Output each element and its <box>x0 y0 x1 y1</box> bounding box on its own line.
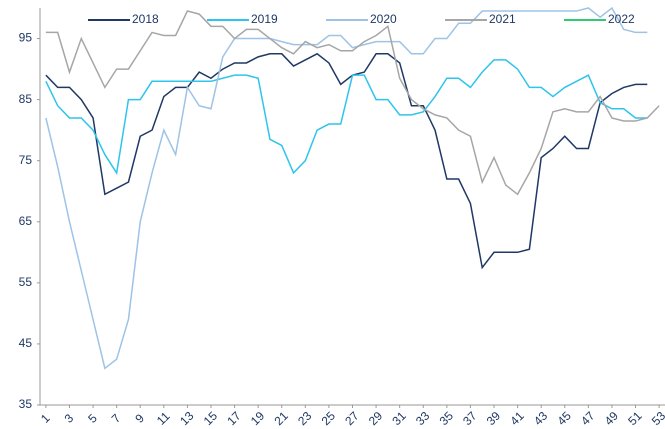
y-tick-label: 65 <box>19 214 33 228</box>
x-tick-label: 21 <box>271 409 291 429</box>
x-tick-label: 51 <box>625 409 645 429</box>
x-tick-label: 27 <box>342 409 362 429</box>
x-tick-label: 5 <box>85 411 100 426</box>
series-line <box>45 10 660 196</box>
x-tick-label: 25 <box>319 409 339 429</box>
x-tick-label: 23 <box>295 409 315 429</box>
x-tick-label: 41 <box>507 409 527 429</box>
x-tick-label: 11 <box>154 409 173 428</box>
legend-label: 2022 <box>608 12 635 26</box>
x-tick-label: 39 <box>484 409 504 429</box>
y-tick-label: 45 <box>19 336 33 350</box>
legend-label: 2020 <box>370 12 397 26</box>
x-tick-label: 13 <box>177 409 197 429</box>
y-tick-label: 75 <box>19 153 33 167</box>
x-tick-label: 33 <box>413 409 433 429</box>
x-tick-label: 29 <box>366 409 386 429</box>
x-tick-label: 15 <box>201 409 221 429</box>
legend-label: 2019 <box>251 12 278 26</box>
legend-label: 2018 <box>132 12 159 26</box>
series-line <box>45 59 648 175</box>
series-line <box>45 6 648 370</box>
y-tick-label: 35 <box>19 397 33 411</box>
series-line <box>45 52 648 270</box>
x-tick-label: 35 <box>437 409 457 429</box>
x-tick-label: 3 <box>62 411 77 426</box>
legend-label: 2021 <box>489 12 516 26</box>
x-tick-label: 1 <box>38 411 53 426</box>
x-tick-label: 49 <box>602 409 622 429</box>
x-tick-label: 43 <box>531 409 551 429</box>
y-tick-label: 55 <box>19 275 33 289</box>
y-tick-label: 95 <box>19 31 33 45</box>
x-tick-label: 37 <box>460 409 480 429</box>
x-tick-label: 31 <box>389 409 409 429</box>
y-tick-label: 85 <box>19 92 33 106</box>
x-tick-label: 45 <box>555 409 575 429</box>
x-tick-label: 47 <box>578 409 598 429</box>
x-tick-label: 17 <box>224 409 244 429</box>
x-tick-label: 19 <box>248 409 268 429</box>
x-tick-label: 7 <box>109 411 124 426</box>
x-tick-label: 53 <box>649 409 665 429</box>
x-tick-label: 9 <box>132 411 147 426</box>
